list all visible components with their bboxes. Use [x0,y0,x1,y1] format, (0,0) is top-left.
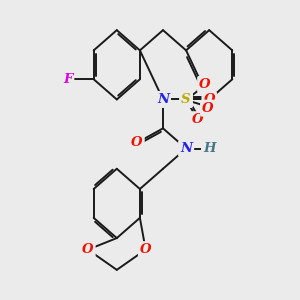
Text: O: O [131,136,143,149]
Text: F: F [63,73,72,86]
Text: O: O [199,78,211,91]
Text: O: O [202,102,214,115]
Text: N: N [157,93,169,106]
Text: O: O [82,243,94,256]
Text: S: S [181,93,191,106]
Text: O: O [140,243,152,256]
Text: S: S [181,93,191,106]
Text: H: H [203,142,215,155]
Text: O: O [192,113,203,126]
Text: O: O [203,93,215,106]
Text: N: N [180,142,192,155]
